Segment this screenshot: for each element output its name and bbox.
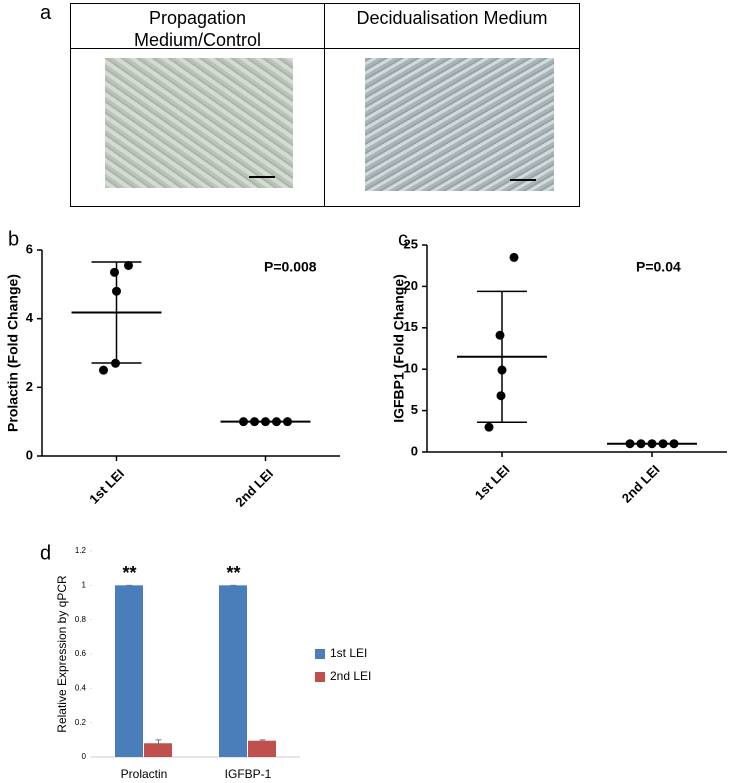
micrograph bbox=[365, 58, 554, 191]
y-tick-label: 0 bbox=[26, 447, 33, 462]
y-tick-label: 0.8 bbox=[75, 615, 87, 624]
y-tick-label: 4 bbox=[26, 310, 34, 325]
annotation: P=0.008 bbox=[264, 259, 317, 275]
y-tick-label: 0 bbox=[411, 443, 418, 458]
y-tick-label: 15 bbox=[404, 319, 418, 334]
scale-bar bbox=[510, 179, 536, 181]
bar bbox=[115, 585, 143, 757]
panel-label: b bbox=[8, 228, 19, 250]
x-tick-label: Prolactin bbox=[121, 767, 168, 781]
bar bbox=[248, 740, 276, 757]
data-point bbox=[110, 267, 119, 277]
y-axis-label: Prolactin (Fold Change) bbox=[5, 274, 21, 432]
legend-swatch bbox=[315, 672, 325, 682]
y-axis-label: IGFBP1 (Fold Change) bbox=[391, 274, 407, 423]
legend-swatch bbox=[315, 649, 325, 659]
data-point bbox=[99, 365, 108, 375]
data-point bbox=[124, 260, 133, 270]
y-tick-label: 0.4 bbox=[75, 683, 87, 692]
legend-label: 2nd LEI bbox=[330, 669, 371, 683]
column-header: Propagation Medium/Control bbox=[71, 4, 325, 50]
significance: ** bbox=[226, 563, 240, 583]
y-tick-label: 1.2 bbox=[75, 546, 87, 555]
x-tick-label: 2nd LEI bbox=[619, 462, 663, 506]
y-tick-label: 0 bbox=[82, 752, 87, 761]
data-point bbox=[484, 422, 494, 432]
x-tick-label: 2nd LEI bbox=[232, 466, 276, 510]
data-point bbox=[509, 252, 519, 262]
x-tick-label: IGFBP-1 bbox=[225, 767, 272, 781]
image-cell bbox=[71, 49, 325, 206]
image-cell bbox=[325, 49, 579, 206]
y-tick-label: 2 bbox=[26, 379, 33, 394]
data-point bbox=[496, 391, 506, 401]
y-tick-label: 6 bbox=[26, 241, 33, 256]
panel-label: c bbox=[398, 228, 408, 250]
data-point bbox=[495, 330, 505, 340]
legend-label: 1st LEI bbox=[330, 646, 367, 660]
scale-bar bbox=[249, 176, 275, 178]
panel-label: d bbox=[40, 542, 51, 564]
y-tick-label: 1 bbox=[82, 580, 87, 589]
x-tick-label: 1st LEI bbox=[86, 466, 127, 507]
panel-a-label: a bbox=[40, 2, 52, 24]
y-axis-label: Relative Expression by qPCR bbox=[55, 575, 69, 733]
image-table: Propagation Medium/Control Decidualisati… bbox=[70, 3, 580, 207]
annotation: P=0.04 bbox=[636, 259, 681, 275]
y-tick-label: 20 bbox=[404, 278, 418, 293]
x-tick-label: 1st LEI bbox=[472, 462, 513, 503]
y-tick-label: 25 bbox=[404, 236, 418, 251]
micrograph bbox=[105, 58, 293, 188]
column-header: Decidualisation Medium bbox=[325, 4, 579, 49]
y-tick-label: 0.6 bbox=[75, 649, 87, 658]
y-tick-label: 0.2 bbox=[75, 718, 87, 727]
y-tick-label: 10 bbox=[404, 361, 418, 376]
bar bbox=[219, 585, 247, 757]
y-tick-label: 5 bbox=[411, 402, 418, 417]
bar bbox=[144, 743, 172, 757]
significance: ** bbox=[122, 563, 136, 583]
